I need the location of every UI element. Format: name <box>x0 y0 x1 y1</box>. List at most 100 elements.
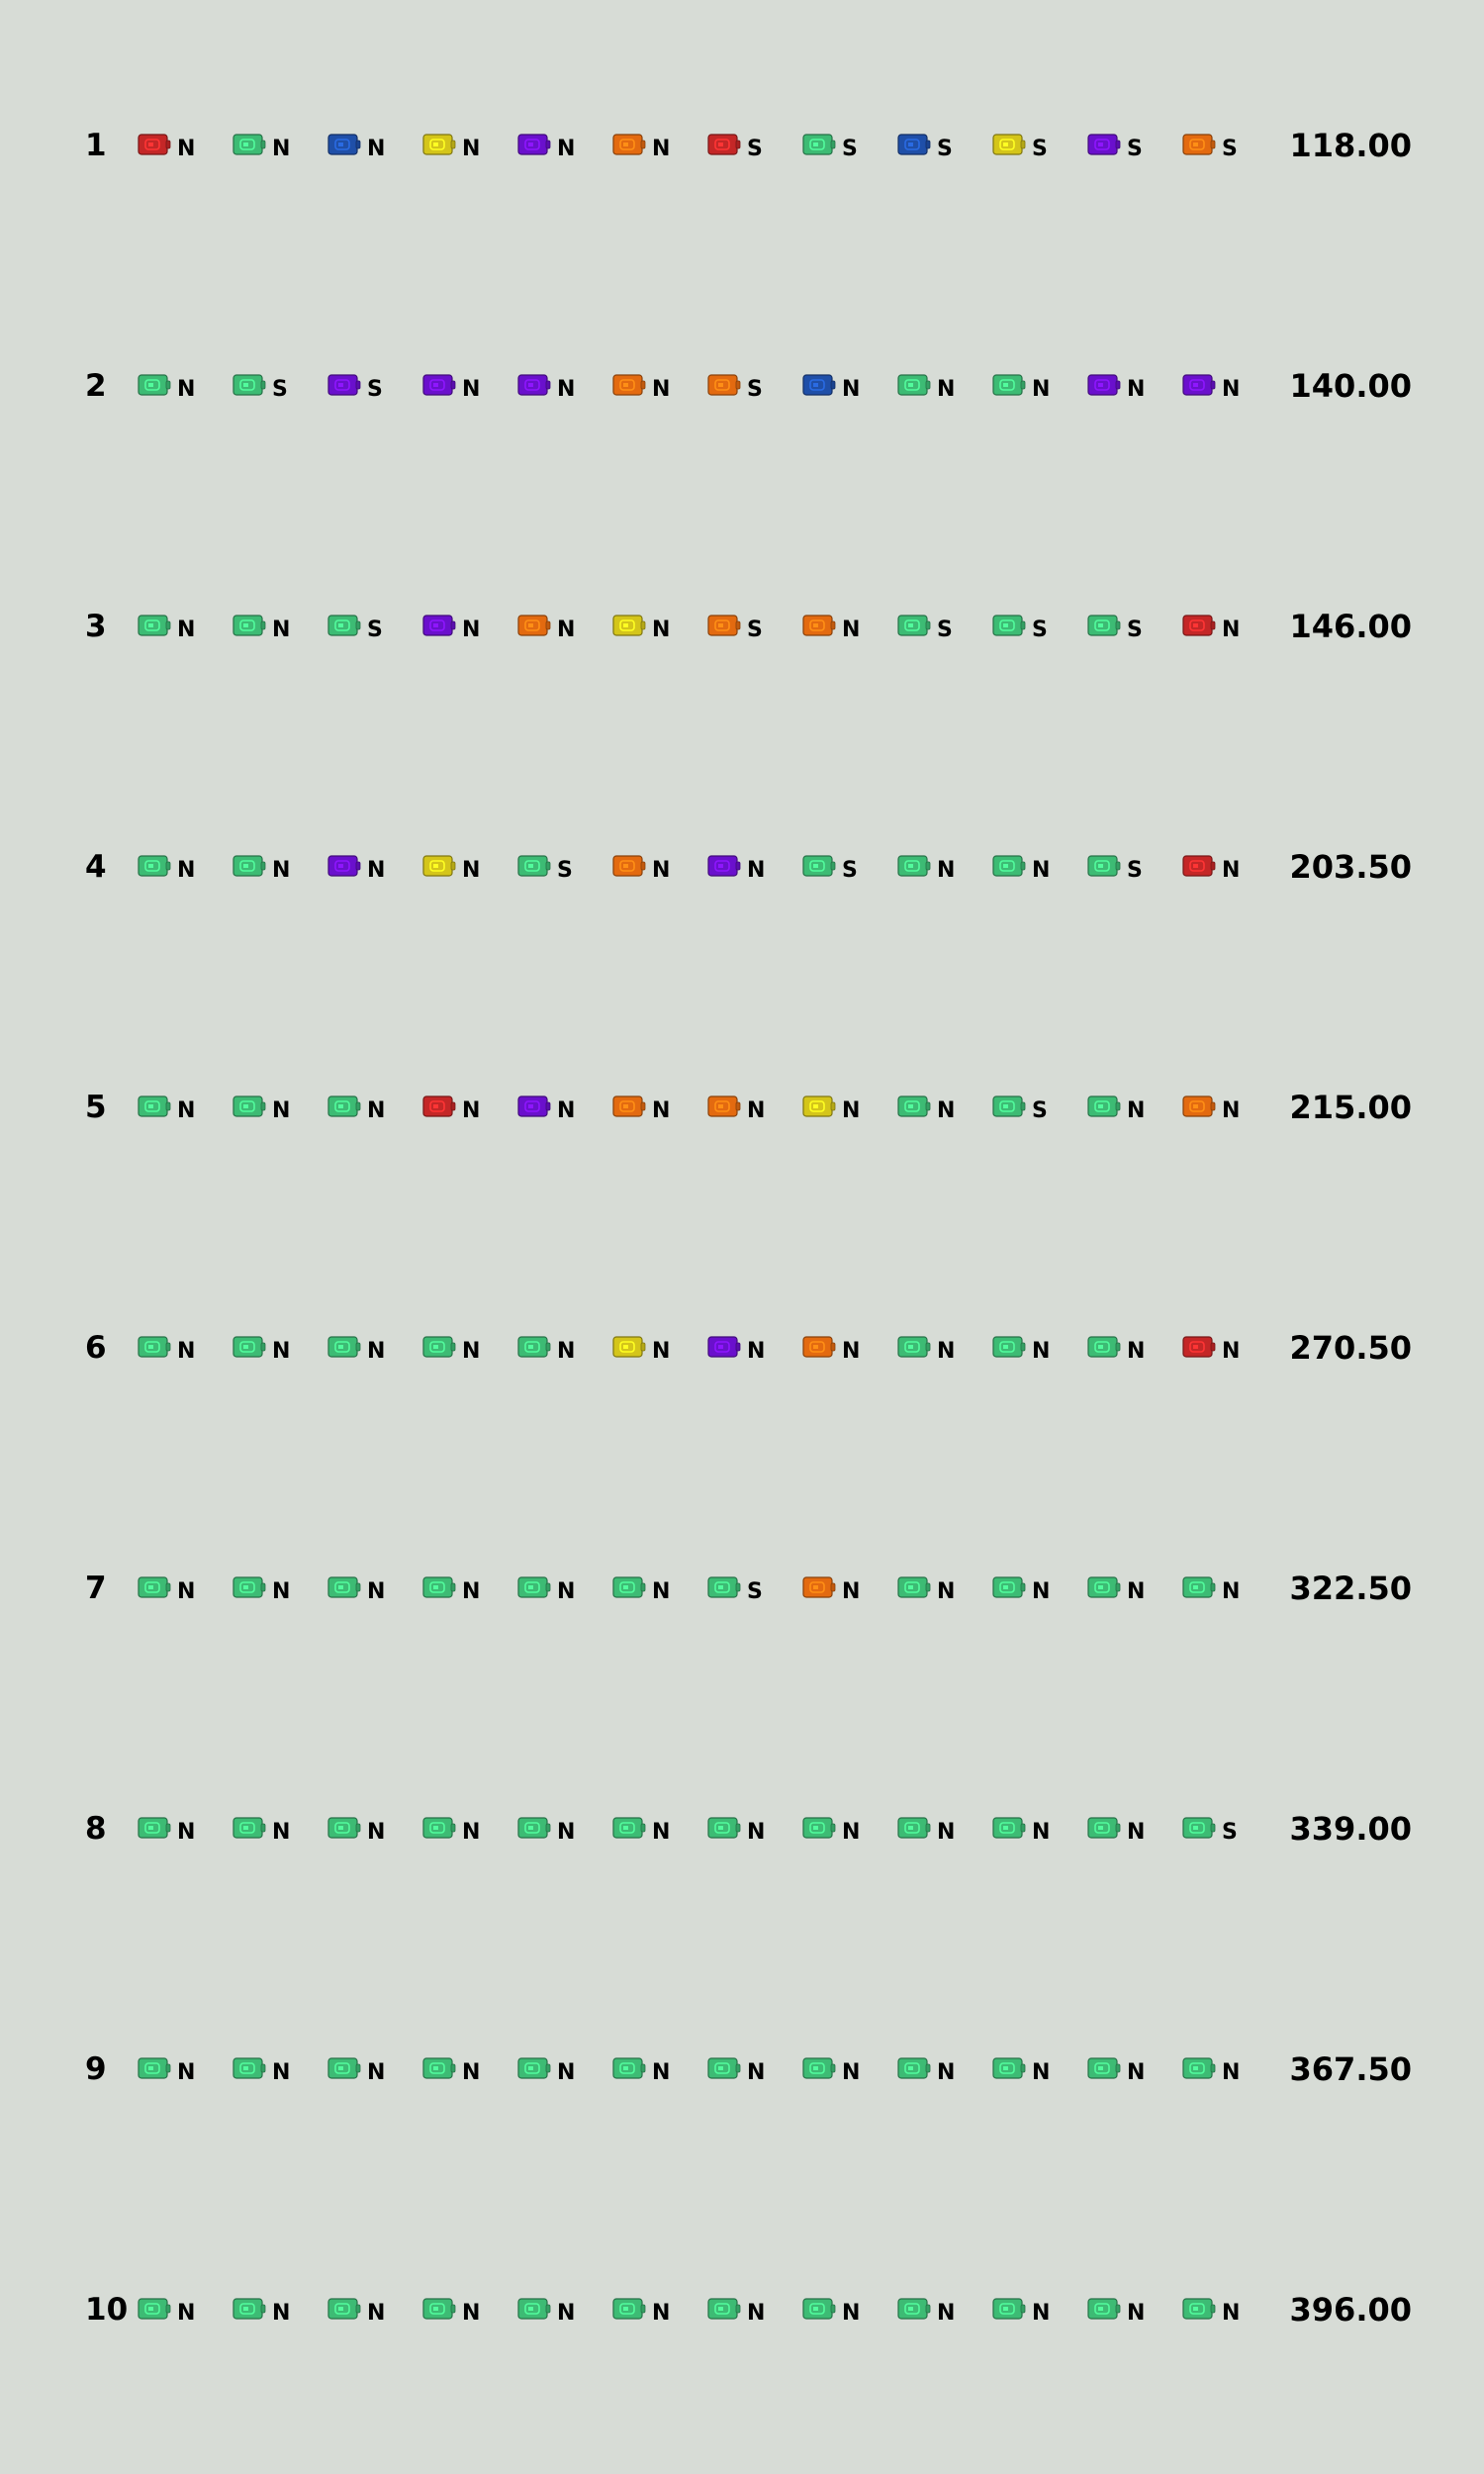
card-tile[interactable]: N <box>327 837 417 897</box>
card-tile[interactable]: N <box>897 837 986 897</box>
card-tile[interactable]: N <box>992 1318 1081 1378</box>
card-tile[interactable]: S <box>1182 1799 1271 1858</box>
card-tile[interactable]: N <box>1087 1078 1176 1137</box>
card-tile[interactable]: N <box>992 837 1081 897</box>
card-tile[interactable]: S <box>707 116 796 175</box>
card-tile[interactable]: S <box>707 356 796 416</box>
card-tile[interactable]: N <box>327 1318 417 1378</box>
card-tile[interactable]: N <box>232 1318 322 1378</box>
card-tile[interactable]: N <box>612 1799 701 1858</box>
card-tile[interactable]: N <box>1182 1078 1271 1137</box>
card-tile[interactable]: N <box>992 1799 1081 1858</box>
card-tile[interactable]: N <box>232 2280 322 2339</box>
card-tile[interactable]: N <box>1087 356 1176 416</box>
card-tile[interactable]: N <box>612 837 701 897</box>
card-tile[interactable]: S <box>802 837 891 897</box>
card-tile[interactable]: N <box>517 2280 606 2339</box>
card-tile[interactable]: N <box>707 1078 796 1137</box>
card-tile[interactable]: N <box>802 1559 891 1618</box>
card-tile[interactable]: N <box>517 1799 606 1858</box>
card-tile[interactable]: N <box>232 837 322 897</box>
card-tile[interactable]: S <box>707 597 796 656</box>
card-tile[interactable]: N <box>802 356 891 416</box>
card-tile[interactable]: N <box>232 1799 322 1858</box>
card-tile[interactable]: S <box>897 597 986 656</box>
card-tile[interactable]: N <box>517 1559 606 1618</box>
card-tile[interactable]: N <box>422 116 511 175</box>
card-tile[interactable]: N <box>897 2280 986 2339</box>
card-tile[interactable]: N <box>802 1318 891 1378</box>
card-tile[interactable]: N <box>138 116 227 175</box>
card-tile[interactable]: N <box>1182 2040 1271 2099</box>
card-tile[interactable]: N <box>1182 837 1271 897</box>
card-tile[interactable]: N <box>802 1078 891 1137</box>
card-tile[interactable]: N <box>1087 2280 1176 2339</box>
card-tile[interactable]: S <box>992 116 1081 175</box>
card-tile[interactable]: N <box>1087 1318 1176 1378</box>
card-tile[interactable]: N <box>138 1559 227 1618</box>
card-tile[interactable]: N <box>612 1078 701 1137</box>
card-tile[interactable]: N <box>897 1799 986 1858</box>
card-tile[interactable]: N <box>1182 1559 1271 1618</box>
card-tile[interactable]: N <box>422 2280 511 2339</box>
card-tile[interactable]: N <box>612 2280 701 2339</box>
card-tile[interactable]: S <box>327 356 417 416</box>
card-tile[interactable]: S <box>1182 116 1271 175</box>
card-tile[interactable]: N <box>707 2040 796 2099</box>
card-tile[interactable]: S <box>1087 597 1176 656</box>
card-tile[interactable]: N <box>897 1318 986 1378</box>
card-tile[interactable]: N <box>517 2040 606 2099</box>
card-tile[interactable]: N <box>138 837 227 897</box>
card-tile[interactable]: N <box>138 1799 227 1858</box>
card-tile[interactable]: N <box>422 1799 511 1858</box>
card-tile[interactable]: S <box>897 116 986 175</box>
card-tile[interactable]: N <box>1182 2280 1271 2339</box>
card-tile[interactable]: S <box>232 356 322 416</box>
card-tile[interactable]: N <box>1087 2040 1176 2099</box>
card-tile[interactable]: N <box>232 1559 322 1618</box>
card-tile[interactable]: N <box>897 2040 986 2099</box>
card-tile[interactable]: S <box>327 597 417 656</box>
card-tile[interactable]: S <box>992 597 1081 656</box>
card-tile[interactable]: N <box>612 597 701 656</box>
card-tile[interactable]: S <box>707 1559 796 1618</box>
card-tile[interactable]: N <box>517 116 606 175</box>
card-tile[interactable]: N <box>517 1318 606 1378</box>
card-tile[interactable]: N <box>707 2280 796 2339</box>
card-tile[interactable]: N <box>232 2040 322 2099</box>
card-tile[interactable]: S <box>992 1078 1081 1137</box>
card-tile[interactable]: N <box>612 356 701 416</box>
card-tile[interactable]: N <box>138 356 227 416</box>
card-tile[interactable]: N <box>232 116 322 175</box>
card-tile[interactable]: N <box>707 837 796 897</box>
card-tile[interactable]: N <box>517 356 606 416</box>
card-tile[interactable]: N <box>612 1559 701 1618</box>
card-tile[interactable]: N <box>327 116 417 175</box>
card-tile[interactable]: N <box>897 1078 986 1137</box>
card-tile[interactable]: N <box>327 2280 417 2339</box>
card-tile[interactable]: S <box>1087 116 1176 175</box>
card-tile[interactable]: N <box>232 1078 322 1137</box>
card-tile[interactable]: N <box>422 1318 511 1378</box>
card-tile[interactable]: N <box>422 2040 511 2099</box>
card-tile[interactable]: N <box>612 1318 701 1378</box>
card-tile[interactable]: N <box>327 1559 417 1618</box>
card-tile[interactable]: N <box>138 597 227 656</box>
card-tile[interactable]: N <box>1087 1799 1176 1858</box>
card-tile[interactable]: N <box>517 1078 606 1137</box>
card-tile[interactable]: N <box>232 597 322 656</box>
card-tile[interactable]: N <box>802 1799 891 1858</box>
card-tile[interactable]: N <box>422 1559 511 1618</box>
card-tile[interactable]: N <box>138 2040 227 2099</box>
card-tile[interactable]: N <box>138 2280 227 2339</box>
card-tile[interactable]: S <box>1087 837 1176 897</box>
card-tile[interactable]: N <box>327 2040 417 2099</box>
card-tile[interactable]: N <box>422 1078 511 1137</box>
card-tile[interactable]: N <box>1182 1318 1271 1378</box>
card-tile[interactable]: N <box>1182 356 1271 416</box>
card-tile[interactable]: N <box>517 597 606 656</box>
card-tile[interactable]: N <box>1182 597 1271 656</box>
card-tile[interactable]: S <box>802 116 891 175</box>
card-tile[interactable]: N <box>422 356 511 416</box>
card-tile[interactable]: N <box>802 2040 891 2099</box>
